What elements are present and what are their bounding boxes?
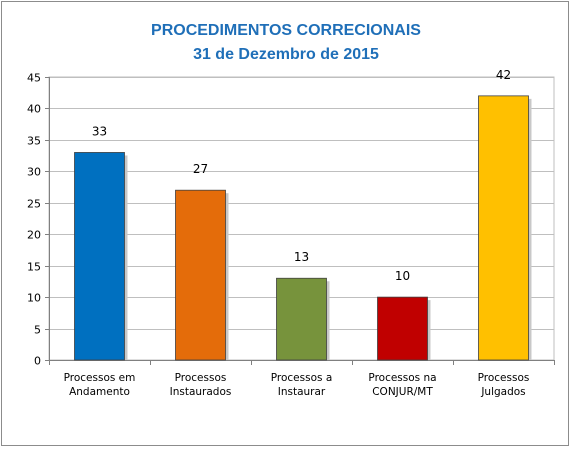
data-label: 10 bbox=[395, 269, 410, 283]
x-tick-label: Processos bbox=[175, 372, 227, 384]
bar bbox=[478, 95, 529, 361]
x-tick-label: Processos na bbox=[368, 372, 436, 384]
chart-title: PROCEDIMENTOS CORRECIONAIS bbox=[151, 22, 421, 39]
y-tick-label: 15 bbox=[27, 261, 41, 274]
x-tick-label: Julgados bbox=[480, 386, 525, 398]
x-tick-label: Instaurados bbox=[170, 386, 232, 398]
data-label: 13 bbox=[294, 250, 309, 264]
bar bbox=[276, 277, 327, 361]
y-tick-label: 10 bbox=[27, 292, 41, 305]
y-tick-label: 25 bbox=[27, 198, 41, 211]
bar bbox=[175, 189, 226, 361]
data-label: 27 bbox=[193, 162, 208, 176]
y-tick-label: 0 bbox=[34, 355, 41, 368]
x-tick-label: Processos bbox=[478, 372, 530, 384]
bar bbox=[377, 296, 428, 361]
x-tick-label: Andamento bbox=[69, 386, 130, 398]
x-tick-label: CONJUR/MT bbox=[372, 386, 433, 398]
plot-area: 0 5 10 15 20 25 30 35 40 45 33 Processos em Andament… bbox=[27, 68, 555, 398]
x-tick-label: Processos a bbox=[271, 372, 333, 384]
y-tick-label: 5 bbox=[34, 324, 41, 337]
chart-subtitle: 31 de Dezembro de 2015 bbox=[193, 46, 379, 63]
bar bbox=[74, 152, 125, 361]
y-tick-label: 35 bbox=[27, 135, 41, 148]
data-label: 33 bbox=[92, 124, 107, 138]
y-tick-label: 40 bbox=[27, 103, 41, 116]
y-tick-label: 30 bbox=[27, 166, 41, 179]
x-tick-label: Instaurar bbox=[278, 386, 326, 398]
y-tick-label: 45 bbox=[27, 72, 41, 85]
x-tick-label: Processos em bbox=[64, 372, 136, 384]
data-label: 42 bbox=[496, 68, 511, 82]
y-tick-label: 20 bbox=[27, 229, 41, 242]
